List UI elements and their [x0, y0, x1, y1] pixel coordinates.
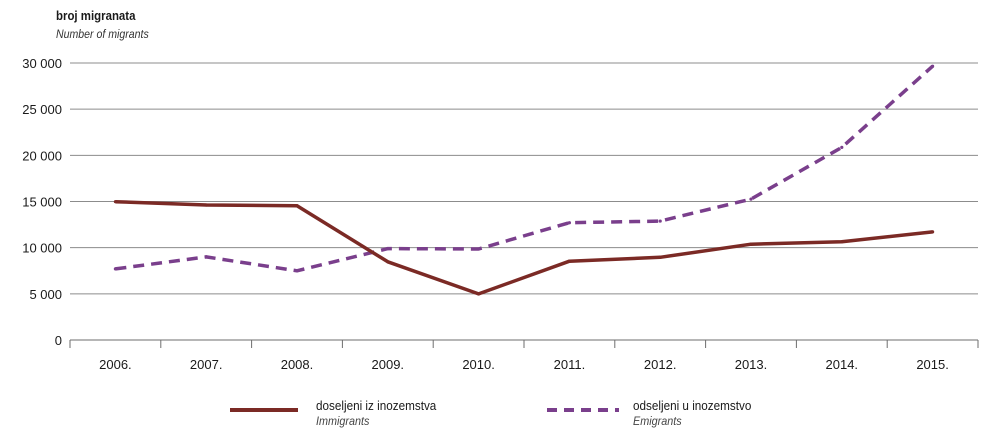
x-tick-label: 2007. [190, 357, 223, 372]
y-tick-label: 30 000 [22, 56, 62, 71]
y-tick-label: 20 000 [22, 148, 62, 163]
data-point-immigrants [749, 242, 753, 246]
data-point-emigrants [749, 197, 753, 201]
series-line-immigrants [115, 199, 933, 296]
data-point-emigrants [113, 267, 117, 271]
data-point-emigrants [658, 219, 662, 223]
y-tick-label: 0 [55, 333, 62, 348]
data-point-immigrants [931, 230, 935, 234]
data-point-immigrants [386, 260, 390, 264]
legend-label-immigrants: doseljeni iz inozemstva [316, 398, 437, 413]
y-tick-label: 25 000 [22, 102, 62, 117]
data-point-immigrants [658, 255, 662, 259]
data-point-emigrants [204, 255, 208, 259]
x-tick-label: 2006. [99, 357, 132, 372]
y-tick-label: 10 000 [22, 241, 62, 256]
data-point-immigrants [204, 203, 208, 207]
data-point-emigrants [295, 269, 299, 273]
x-tick-label: 2009. [372, 357, 405, 372]
legend-label-emigrants: odseljeni u inozemstvo [633, 398, 752, 413]
data-point-emigrants [477, 247, 481, 251]
y-tick-label: 15 000 [22, 195, 62, 210]
x-tick-label: 2012. [644, 357, 677, 372]
x-tick-label: 2013. [735, 357, 768, 372]
x-tick-label: 2014. [826, 357, 859, 372]
y-axis-title: broj migranata [56, 8, 136, 23]
data-point-immigrants [840, 240, 844, 244]
data-point-emigrants [840, 145, 844, 149]
data-point-emigrants [567, 221, 572, 225]
data-point-immigrants [567, 259, 572, 263]
x-tick-label: 2015. [916, 357, 949, 372]
legend-sublabel-immigrants: Immigrants [316, 414, 370, 428]
x-tick-label: 2011. [554, 357, 586, 372]
y-axis-subtitle: Number of migrants [56, 27, 149, 41]
data-point-immigrants [295, 204, 299, 208]
series-line-emigrants [115, 64, 934, 273]
legend-sublabel-emigrants: Emigrants [633, 414, 682, 428]
legend-swatch-immigrants [230, 408, 298, 412]
data-point-emigrants [386, 246, 390, 251]
x-tick-label: 2008. [281, 357, 314, 372]
x-tick-label: 2010. [462, 357, 495, 372]
data-point-immigrants [477, 292, 481, 296]
y-tick-label: 5 000 [29, 287, 62, 302]
data-point-immigrants [113, 200, 117, 204]
data-point-emigrants [931, 64, 935, 68]
legend-swatch-emigrants [547, 408, 619, 412]
